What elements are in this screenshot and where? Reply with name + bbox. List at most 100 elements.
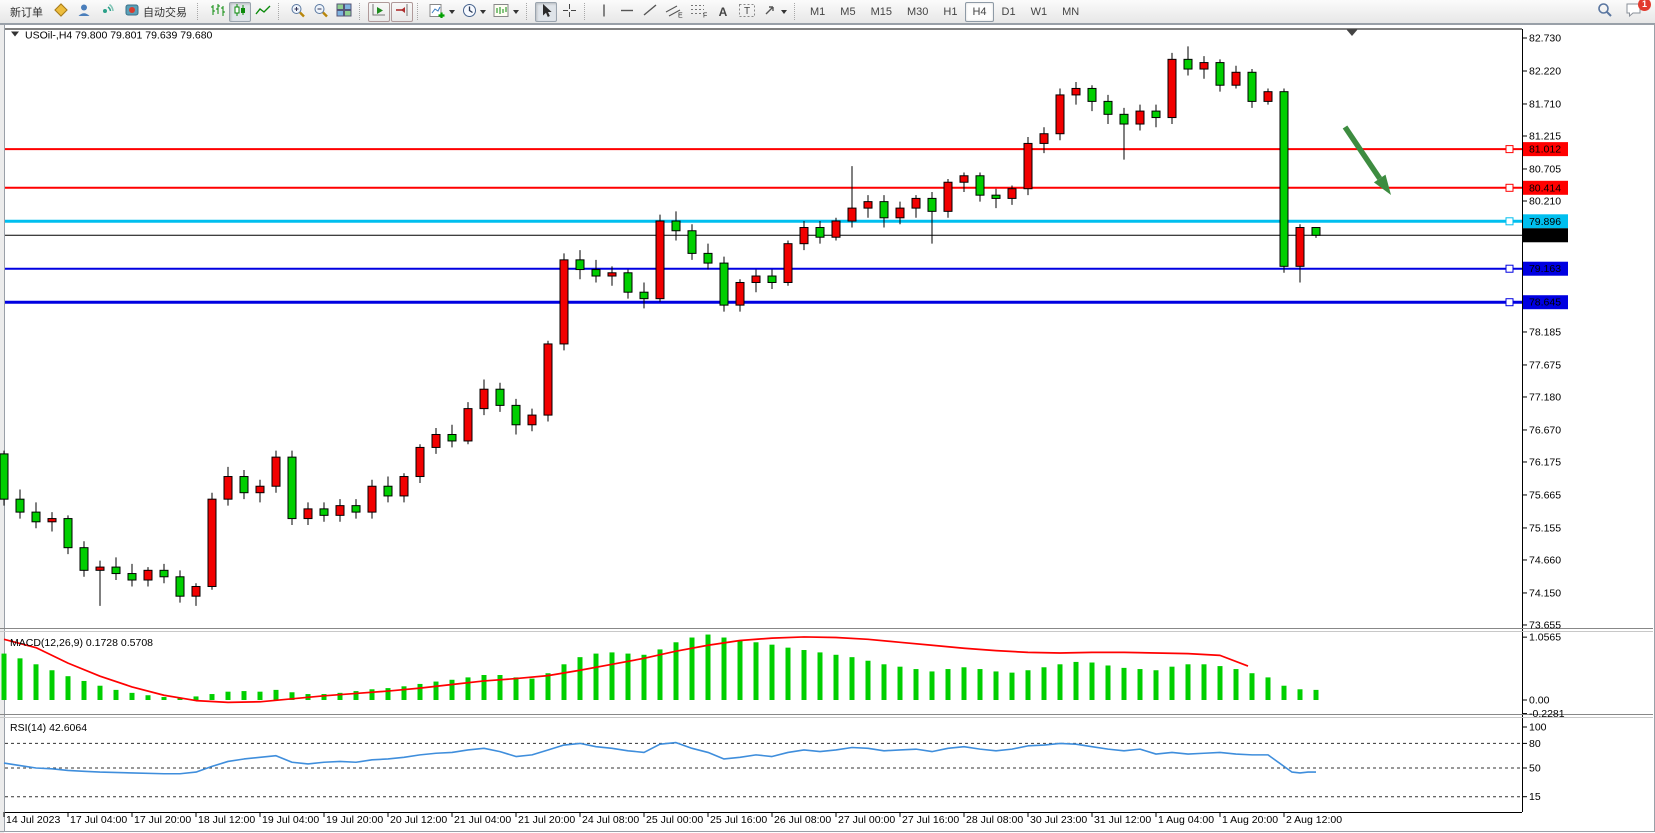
annotation-arrow-down[interactable] (1342, 125, 1391, 195)
macd-bar (1121, 667, 1127, 700)
rsi-axis-label: 50 (1529, 763, 1541, 775)
candle-up (47, 518, 57, 523)
candles (0, 46, 1321, 606)
candle-up (655, 220, 665, 300)
time-tick-label: 20 Jul 12:00 (390, 814, 447, 826)
macd-bar (1185, 664, 1191, 700)
macd-bar (577, 657, 583, 700)
candle-up (1135, 110, 1145, 125)
candlestick-chart-type-button[interactable] (229, 1, 251, 22)
chart-shift-icon (394, 3, 410, 20)
price-tick-label: 78.185 (1529, 326, 1561, 338)
tf-button-m1[interactable]: M1 (810, 5, 826, 18)
candle-down (351, 505, 361, 513)
price-label-81.012: 81.012 (1523, 142, 1568, 157)
auto-scroll-button[interactable] (368, 1, 390, 22)
auto-scroll-icon (371, 3, 387, 20)
candle-up (735, 281, 745, 306)
line-handle[interactable] (1505, 217, 1514, 226)
main-toolbar: 新订单 自动交易 (0, 0, 1655, 24)
macd-bar (1041, 667, 1047, 700)
candle-down (1183, 58, 1193, 70)
tf-button-m5[interactable]: M5 (840, 5, 856, 18)
macd-bar (1265, 677, 1271, 700)
macd-bar (1217, 666, 1223, 700)
candle-down (319, 508, 329, 516)
candle-down (991, 194, 1001, 199)
candle-down (1247, 71, 1257, 102)
profile-icon (76, 3, 92, 20)
new-order-button[interactable]: 新订单 (4, 2, 49, 22)
macd-bar (49, 670, 55, 700)
arrows-tool-button[interactable] (760, 2, 790, 22)
chart-shift-marker[interactable] (1346, 29, 1358, 36)
tile-windows-button[interactable] (333, 2, 355, 22)
candle-down (1119, 113, 1129, 125)
tf-button-h4[interactable]: H4 (965, 1, 994, 22)
time-tick-label: 17 Jul 20:00 (134, 814, 191, 826)
candle-up (223, 476, 233, 500)
chart-shift-button[interactable] (391, 1, 413, 22)
equidistant-channel-tool-button[interactable]: E (662, 2, 686, 22)
line-handle[interactable] (1505, 183, 1514, 192)
tf-button-w1[interactable]: W1 (1030, 5, 1048, 18)
signals-button[interactable] (96, 2, 118, 22)
toolbar-separator (526, 3, 531, 20)
time-tick-label: 30 Jul 23:00 (1030, 814, 1087, 826)
price-tick-label: 76.670 (1529, 424, 1561, 436)
toolbar-separator (278, 3, 283, 20)
candle-up (335, 505, 345, 516)
price-axis[interactable]: 82.730 82.220 81.710 81.215 80.705 80.210 78.1… (1522, 33, 1561, 632)
tf-button-mn[interactable]: MN (1062, 5, 1080, 18)
macd-bar (1153, 670, 1159, 700)
new-chart-button[interactable] (426, 2, 458, 22)
macd-pane[interactable]: MACD(12,26,9) 0.1728 0.5708 1.0565 0.00-0.… (1, 632, 1565, 720)
candle-up (303, 508, 313, 520)
tf-button-m15[interactable]: M15 (870, 5, 892, 18)
zoom-out-button[interactable] (310, 2, 332, 22)
macd-bar (849, 657, 855, 700)
candle-up (431, 433, 441, 448)
tf-button-h1[interactable]: H1 (943, 5, 958, 18)
candle-up (1167, 58, 1177, 119)
line-handle[interactable] (1505, 145, 1514, 154)
tf-button-d1[interactable]: D1 (1001, 5, 1016, 18)
macd-bar (1249, 673, 1255, 700)
time-tick-label: 31 Jul 12:00 (1094, 814, 1151, 826)
candle-up (943, 181, 953, 212)
time-tick-label: 28 Jul 08:00 (966, 814, 1023, 826)
autotrading-icon (125, 3, 140, 20)
template-button[interactable] (490, 2, 522, 22)
period-button[interactable] (459, 2, 489, 22)
autotrading-button[interactable]: 自动交易 (119, 2, 193, 22)
rsi-label: RSI(14) 42.6064 (10, 722, 87, 734)
crosshair-tool-button[interactable] (558, 2, 580, 22)
notifications-button[interactable]: 1 (1622, 0, 1651, 22)
collapse-trade-panel-icon[interactable] (11, 31, 19, 37)
cursor-tool-button[interactable] (535, 1, 557, 22)
text-tool-button[interactable]: A (712, 2, 734, 22)
line-handle[interactable] (1505, 264, 1514, 273)
bar-chart-type-button[interactable] (206, 2, 228, 22)
deposit-button[interactable] (50, 2, 72, 22)
tf-button-m30[interactable]: M30 (906, 5, 929, 18)
time-tick-label: 19 Jul 20:00 (326, 814, 383, 826)
new-chart-icon (429, 3, 446, 21)
price-label-79.680: 79.680 (1523, 228, 1568, 243)
horizontal-line-tool-button[interactable] (616, 2, 638, 22)
zoom-in-button[interactable] (287, 2, 309, 22)
time-axis[interactable]: 14 Jul 2023 17 Jul 04:00 17 Jul 20:00 18 Ju… (3, 812, 1342, 826)
line-chart-type-button[interactable] (252, 2, 274, 22)
trendline-tool-button[interactable] (639, 2, 661, 22)
vertical-line-tool-button[interactable] (593, 2, 615, 22)
line-handle[interactable] (1505, 298, 1514, 307)
text-label-tool-button[interactable]: T (735, 2, 759, 22)
search-button[interactable] (1594, 2, 1616, 22)
price-tick-label: 81.710 (1529, 98, 1561, 110)
fibonacci-tool-button[interactable]: F (687, 2, 711, 22)
time-tick-label: 25 Jul 16:00 (710, 814, 767, 826)
chevron-down-icon (449, 9, 455, 14)
rsi-pane[interactable]: 100 80 50 15 RSI(14) 42.6064 (3, 722, 1547, 804)
community-button[interactable] (73, 2, 95, 22)
